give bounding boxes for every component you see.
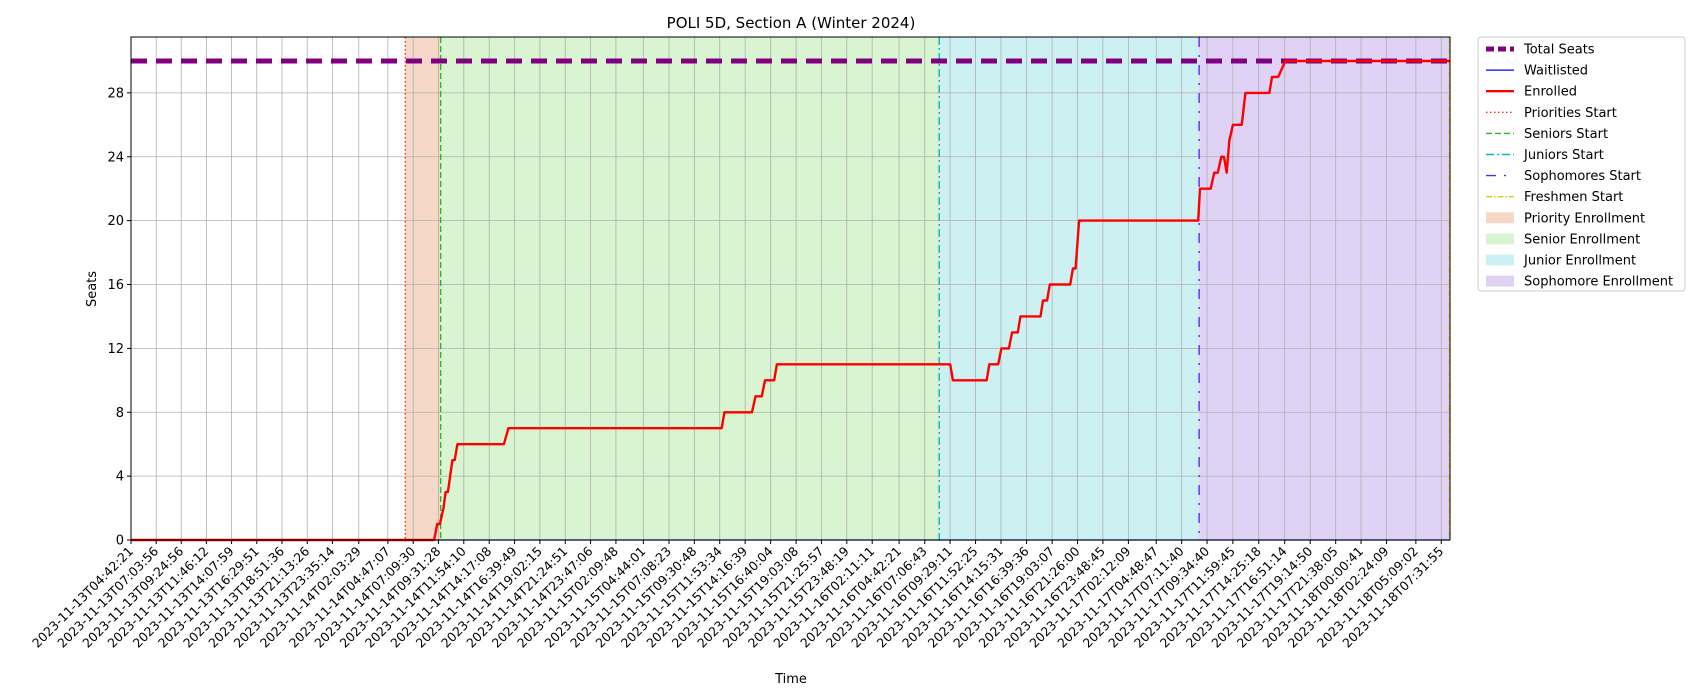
axes-frame — [130, 36, 1451, 541]
legend-label-junior-enrollment: Junior Enrollment — [1523, 254, 1636, 269]
enrollment-span-0 — [405, 37, 441, 540]
plot-area: 04812162024282023-11-13T04:42:212023-11-… — [29, 36, 1451, 651]
y-tick-label: 28 — [107, 86, 124, 101]
legend-label-juniors-start: Juniors Start — [1523, 148, 1604, 163]
legend-label-sophomore-enrollment: Sophomore Enrollment — [1524, 275, 1673, 290]
legend-label-total-seats: Total Seats — [1523, 43, 1595, 58]
y-tick-label: 24 — [107, 150, 124, 165]
legend-label-freshmen-start: Freshmen Start — [1524, 190, 1623, 205]
y-tick-label: 4 — [116, 470, 124, 485]
enrollment-span-1 — [440, 37, 940, 540]
legend-swatch-sophomore-enrollment — [1486, 275, 1514, 287]
enrollment-span-2 — [939, 37, 1200, 540]
legend-swatch-senior-enrollment — [1486, 233, 1514, 245]
enrollment-span-3 — [1199, 37, 1450, 540]
legend-label-priorities-start: Priorities Start — [1524, 106, 1617, 121]
legend-label-sophomores-start: Sophomores Start — [1524, 169, 1641, 184]
y-tick-label: 20 — [107, 214, 124, 229]
legend-label-enrolled: Enrolled — [1524, 85, 1577, 100]
legend-label-priority-enrollment: Priority Enrollment — [1524, 211, 1645, 226]
legend-box — [1477, 36, 1686, 292]
y-tick-label: 16 — [107, 278, 124, 293]
series-enrolled — [131, 59, 1450, 542]
y-tick-label: 8 — [116, 406, 124, 421]
legend-label-seniors-start: Seniors Start — [1524, 127, 1608, 142]
legend-label-waitlisted: Waitlisted — [1524, 64, 1588, 79]
legend: Total Seats Waitlisted Enrolled Priorities … — [1477, 36, 1686, 292]
y-tick-label: 0 — [116, 534, 124, 549]
x-axis-label: Time — [774, 672, 807, 687]
y-axis-label: Seats — [85, 271, 100, 307]
chart-title: POLI 5D, Section A (Winter 2024) — [667, 14, 916, 32]
y-tick-label: 12 — [107, 342, 124, 357]
legend-swatch-priority-enrollment — [1486, 212, 1514, 224]
legend-swatch-junior-enrollment — [1486, 254, 1514, 266]
legend-label-senior-enrollment: Senior Enrollment — [1524, 232, 1640, 247]
